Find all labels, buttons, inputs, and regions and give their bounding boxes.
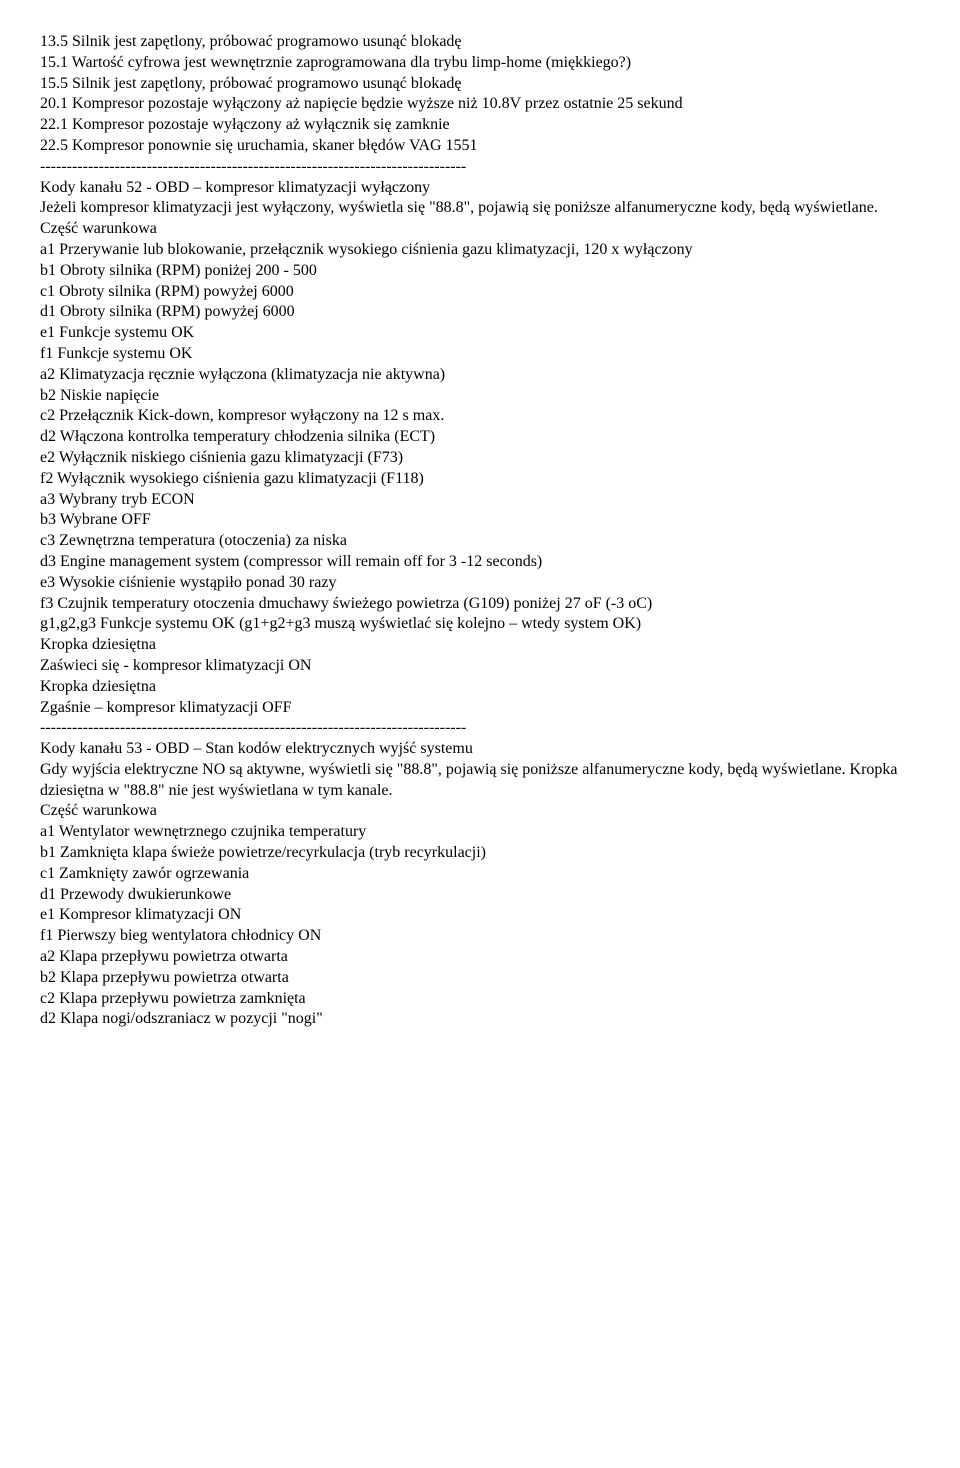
separator: ----------------------------------------… bbox=[40, 157, 920, 178]
text-line: f1 Funkcje systemu OK bbox=[40, 344, 920, 365]
text-line: f1 Pierwszy bieg wentylatora chłodnicy O… bbox=[40, 926, 920, 947]
text-line: Zgaśnie – kompresor klimatyzacji OFF bbox=[40, 698, 920, 719]
text-line: d2 Włączona kontrolka temperatury chłodz… bbox=[40, 427, 920, 448]
text-line: a1 Przerywanie lub blokowanie, przełączn… bbox=[40, 240, 920, 261]
text-line: Kody kanału 52 - OBD – kompresor klimaty… bbox=[40, 178, 920, 199]
text-line: e2 Wyłącznik niskiego ciśnienia gazu kli… bbox=[40, 448, 920, 469]
separator: ----------------------------------------… bbox=[40, 718, 920, 739]
text-line: f2 Wyłącznik wysokiego ciśnienia gazu kl… bbox=[40, 469, 920, 490]
text-line: g1,g2,g3 Funkcje systemu OK (g1+g2+g3 mu… bbox=[40, 614, 920, 635]
text-line: Kropka dziesiętna bbox=[40, 677, 920, 698]
text-line: c3 Zewnętrzna temperatura (otoczenia) za… bbox=[40, 531, 920, 552]
text-line: 15.1 Wartość cyfrowa jest wewnętrznie za… bbox=[40, 53, 920, 74]
text-line: a1 Wentylator wewnętrznego czujnika temp… bbox=[40, 822, 920, 843]
text-line: 15.5 Silnik jest zapętlony, próbować pro… bbox=[40, 74, 920, 95]
text-line: b2 Klapa przepływu powietrza otwarta bbox=[40, 968, 920, 989]
text-line: Kropka dziesiętna bbox=[40, 635, 920, 656]
text-line: 22.5 Kompresor ponownie się uruchamia, s… bbox=[40, 136, 920, 157]
text-line: Kody kanału 53 - OBD – Stan kodów elektr… bbox=[40, 739, 920, 760]
text-line: b2 Niskie napięcie bbox=[40, 386, 920, 407]
text-line: c1 Obroty silnika (RPM) powyżej 6000 bbox=[40, 282, 920, 303]
text-line: d3 Engine management system (compressor … bbox=[40, 552, 920, 573]
text-line: c2 Klapa przepływu powietrza zamknięta bbox=[40, 989, 920, 1010]
text-line: c1 Zamknięty zawór ogrzewania bbox=[40, 864, 920, 885]
document-body: 13.5 Silnik jest zapętlony, próbować pro… bbox=[40, 32, 920, 1030]
text-line: c2 Przełącznik Kick-down, kompresor wyłą… bbox=[40, 406, 920, 427]
text-line: a2 Klimatyzacja ręcznie wyłączona (klima… bbox=[40, 365, 920, 386]
text-line: b1 Obroty silnika (RPM) poniżej 200 - 50… bbox=[40, 261, 920, 282]
text-line: 22.1 Kompresor pozostaje wyłączony aż wy… bbox=[40, 115, 920, 136]
text-line: b3 Wybrane OFF bbox=[40, 510, 920, 531]
text-line: e1 Kompresor klimatyzacji ON bbox=[40, 905, 920, 926]
text-line: Zaświeci się - kompresor klimatyzacji ON bbox=[40, 656, 920, 677]
text-line: b1 Zamknięta klapa świeże powietrze/recy… bbox=[40, 843, 920, 864]
text-line: Część warunkowa bbox=[40, 219, 920, 240]
text-line: a3 Wybrany tryb ECON bbox=[40, 490, 920, 511]
text-line: d2 Klapa nogi/odszraniacz w pozycji "nog… bbox=[40, 1009, 920, 1030]
text-line: 20.1 Kompresor pozostaje wyłączony aż na… bbox=[40, 94, 920, 115]
text-line: d1 Obroty silnika (RPM) powyżej 6000 bbox=[40, 302, 920, 323]
text-line: d1 Przewody dwukierunkowe bbox=[40, 885, 920, 906]
text-line: e3 Wysokie ciśnienie wystąpiło ponad 30 … bbox=[40, 573, 920, 594]
text-line: a2 Klapa przepływu powietrza otwarta bbox=[40, 947, 920, 968]
text-line: Część warunkowa bbox=[40, 801, 920, 822]
text-line: f3 Czujnik temperatury otoczenia dmuchaw… bbox=[40, 594, 920, 615]
text-line: 13.5 Silnik jest zapętlony, próbować pro… bbox=[40, 32, 920, 53]
text-line: Gdy wyjścia elektryczne NO są aktywne, w… bbox=[40, 760, 920, 802]
text-line: e1 Funkcje systemu OK bbox=[40, 323, 920, 344]
text-line: Jeżeli kompresor klimatyzacji jest wyłąc… bbox=[40, 198, 920, 219]
